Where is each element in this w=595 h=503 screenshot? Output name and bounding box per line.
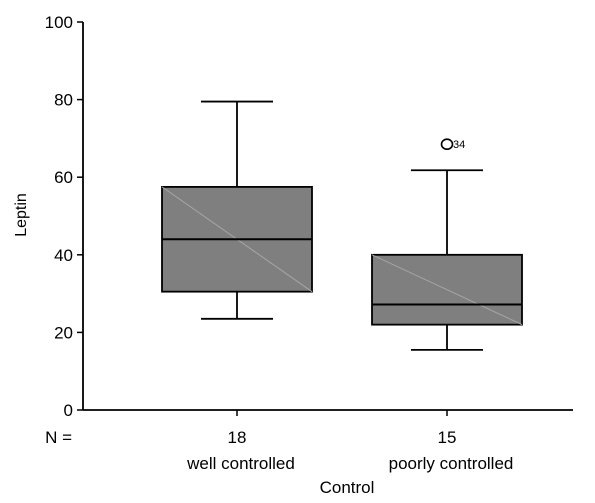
box-group: 34 15 poorly controlled <box>371 138 523 473</box>
y-tick-label: 80 <box>54 91 73 110</box>
y-tick-label: 60 <box>54 168 73 187</box>
outlier-marker <box>440 138 454 151</box>
y-axis-label: Leptin <box>13 193 30 237</box>
y-tick-label: 20 <box>54 323 73 342</box>
y-tick-label: 100 <box>45 13 73 32</box>
category-label: well controlled <box>186 454 295 473</box>
y-tick-label: 0 <box>64 401 73 420</box>
outlier-label: 34 <box>453 139 465 151</box>
labels-layer: Leptin N = Control <box>13 193 374 497</box>
category-label: poorly controlled <box>389 454 514 473</box>
box-diagonal <box>371 254 523 326</box>
x-axis-label: Control <box>320 478 375 497</box>
axes-layer <box>82 22 573 411</box>
ticks-layer: 0 20 40 60 80 100 <box>45 13 83 420</box>
box-group: 18 well controlled <box>161 100 313 473</box>
n-value: 18 <box>228 428 247 447</box>
boxes-layer: 18 well controlled 34 15 poorly controlled <box>161 100 523 473</box>
n-label: N = <box>45 428 72 447</box>
n-value: 15 <box>438 428 457 447</box>
y-tick-label: 40 <box>54 246 73 265</box>
